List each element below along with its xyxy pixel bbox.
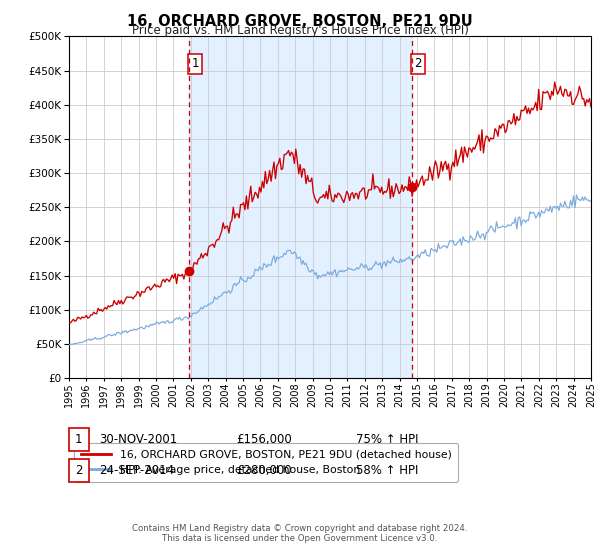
Text: £280,000: £280,000 [236,464,292,477]
Text: 1: 1 [191,57,199,70]
Point [185,267,194,276]
Text: 2: 2 [75,464,83,477]
Text: 16, ORCHARD GROVE, BOSTON, PE21 9DU: 16, ORCHARD GROVE, BOSTON, PE21 9DU [127,14,473,29]
Legend: 16, ORCHARD GROVE, BOSTON, PE21 9DU (detached house), HPI: Average price, detach: 16, ORCHARD GROVE, BOSTON, PE21 9DU (det… [74,443,458,482]
Text: 30-NOV-2001: 30-NOV-2001 [100,433,178,446]
Point [407,182,417,191]
Text: 58% ↑ HPI: 58% ↑ HPI [356,464,418,477]
Text: Price paid vs. HM Land Registry's House Price Index (HPI): Price paid vs. HM Land Registry's House … [131,24,469,37]
Text: 24-SEP-2014: 24-SEP-2014 [100,464,175,477]
Text: Contains HM Land Registry data © Crown copyright and database right 2024.: Contains HM Land Registry data © Crown c… [132,524,468,533]
Bar [190,36,412,378]
Text: 75% ↑ HPI: 75% ↑ HPI [356,433,418,446]
Text: 2: 2 [415,57,422,70]
Text: £156,000: £156,000 [236,433,292,446]
Text: This data is licensed under the Open Government Licence v3.0.: This data is licensed under the Open Gov… [163,534,437,543]
Text: 1: 1 [75,433,83,446]
